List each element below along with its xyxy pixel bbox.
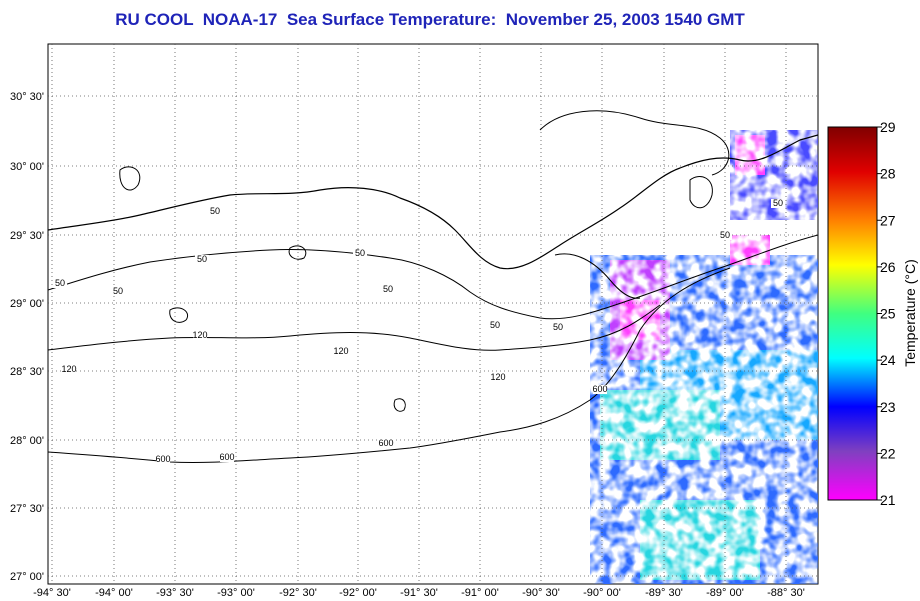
contour-label-bg	[771, 199, 785, 208]
contour-label: 50	[773, 198, 783, 208]
contour-label: 120	[490, 372, 505, 382]
lon-tick-label: -94° 30'	[33, 587, 71, 599]
lon-tick-label: -94° 00'	[95, 587, 133, 599]
contour-label-bg	[718, 231, 732, 240]
colorbar-tick-label: 27	[880, 212, 896, 228]
contour-label: 50	[355, 248, 365, 258]
contour-label: 50	[55, 278, 65, 288]
contour-label: 50	[197, 254, 207, 264]
colorbar-tick-label: 21	[880, 492, 896, 508]
contour-label-bg	[593, 385, 607, 394]
lon-tick-label: -90° 30'	[522, 587, 560, 599]
contour-label-bg	[208, 207, 222, 216]
colorbar-ticks: 29 28 27 26 25 24 23 22 21	[877, 119, 896, 508]
colorbar-tick-label: 28	[880, 166, 896, 182]
lat-tick-label: 30° 30'	[10, 91, 44, 103]
contour-label-bg	[156, 455, 170, 464]
lon-tick-label: -91° 30'	[400, 587, 438, 599]
colorbar-tick-label: 23	[880, 399, 896, 415]
contour-label-bg	[220, 453, 234, 462]
lon-tick-label: -92° 30'	[279, 587, 317, 599]
contour-label: 120	[333, 346, 348, 356]
contour-label: 600	[592, 384, 607, 394]
colorbar-tick-label: 26	[880, 259, 896, 275]
contour-label-bg	[111, 287, 125, 296]
contour-label-bg	[334, 347, 348, 356]
contour-label-bg	[551, 323, 565, 332]
contour-label-bg	[193, 331, 207, 340]
lat-tick-label: 27° 00'	[10, 571, 44, 583]
contour-label: 50	[113, 286, 123, 296]
lat-tick-label: 28° 00'	[10, 435, 44, 447]
colorbar-tick-label: 22	[880, 445, 896, 461]
colorbar-tick-label: 29	[880, 119, 896, 135]
lon-tick-label: -89° 30'	[645, 587, 683, 599]
latitude-labels: 30° 30' 30° 00' 29° 30' 29° 00' 28° 30' 28° 0…	[10, 91, 44, 583]
contour-label-bg	[353, 249, 367, 258]
sst-swath	[590, 130, 818, 584]
lat-tick-label: 30° 00'	[10, 161, 44, 173]
colorbar-tick-label: 24	[880, 352, 896, 368]
lon-tick-label: -93° 00'	[217, 587, 255, 599]
colorbar-tick-label: 25	[880, 306, 896, 322]
contour-labels: 50 50 50 50 50 50 50 50 50 120 120 120 120 600 600 600 6…	[53, 198, 785, 464]
lat-tick-label: 29° 00'	[10, 298, 44, 310]
coastline	[48, 134, 818, 270]
lat-tick-label: 28° 30'	[10, 366, 44, 378]
contour-label-bg	[53, 279, 67, 288]
lon-tick-label: -92° 00'	[339, 587, 377, 599]
longitude-labels: -94° 30' -94° 00' -93° 30' -93° 00' -92° 30'…	[33, 587, 805, 599]
contour-label-bg	[488, 321, 502, 330]
contour-label: 600	[219, 452, 234, 462]
lon-tick-label: -90° 00'	[583, 587, 621, 599]
contour-label: 120	[61, 364, 76, 374]
contour-label-bg	[62, 365, 76, 374]
contour-label-bg	[379, 439, 393, 448]
contour-label: 600	[155, 454, 170, 464]
contour-label: 50	[383, 284, 393, 294]
map-title: RU COOL NOAA-17 Sea Surface Temperature:…	[115, 10, 745, 29]
lat-tick-label: 27° 30'	[10, 503, 44, 515]
contour-label: 50	[210, 206, 220, 216]
contour-label: 50	[490, 320, 500, 330]
bathymetry-contours	[48, 110, 818, 464]
contour-label-bg	[381, 285, 395, 294]
contour-label: 600	[378, 438, 393, 448]
contour-label-bg	[491, 373, 505, 382]
colorbar-gradient	[827, 126, 878, 501]
contour-label-bg	[195, 255, 209, 264]
contour-label: 50	[553, 322, 563, 332]
contour-label: 120	[192, 330, 207, 340]
contour-label: 50	[720, 230, 730, 240]
lon-tick-label: -91° 00'	[461, 587, 499, 599]
lon-tick-label: -88° 30'	[767, 587, 805, 599]
colorbar: 29 28 27 26 25 24 23 22 21 Temperature (°C)	[827, 119, 918, 508]
lat-lon-grid	[48, 44, 818, 584]
lon-tick-label: -89° 00'	[706, 587, 744, 599]
colorbar-title: Temperature (°C)	[902, 259, 918, 367]
lon-tick-label: -93° 30'	[156, 587, 194, 599]
lat-tick-label: 29° 30'	[10, 230, 44, 242]
